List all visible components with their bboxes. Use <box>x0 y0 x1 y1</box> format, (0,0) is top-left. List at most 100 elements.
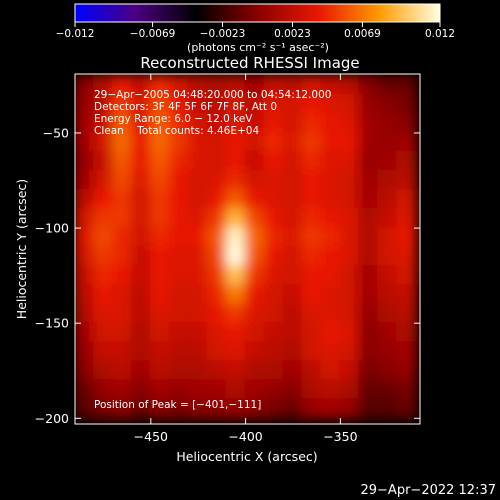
heatmap-cell <box>320 284 342 306</box>
heatmap-cell <box>320 208 342 230</box>
heatmap-cell <box>320 379 342 401</box>
heatmap-cell <box>358 341 380 363</box>
heatmap-cell <box>320 322 342 344</box>
colorbar-tick-label: −0.012 <box>56 28 95 40</box>
colorbar-tick-label: 0.0023 <box>274 28 311 40</box>
heatmap-cell <box>263 227 285 249</box>
heatmap-cell <box>187 360 209 382</box>
heatmap-cell <box>225 265 247 287</box>
heatmap-cell <box>111 131 133 153</box>
heatmap-cell <box>358 398 380 420</box>
heatmap-cell <box>244 398 266 420</box>
heatmap-cell <box>396 227 418 249</box>
heatmap-cell <box>130 360 152 382</box>
heatmap-cell <box>168 246 190 268</box>
heatmap-cell <box>339 74 361 96</box>
heatmap-cell <box>75 150 95 173</box>
heatmap-cell <box>358 74 380 96</box>
heatmap-cell <box>168 189 190 211</box>
heatmap-cell <box>149 112 171 134</box>
heatmap-cell <box>225 170 247 192</box>
heatmap-cell <box>92 227 114 249</box>
heatmap-cell <box>130 265 152 287</box>
heatmap-cell <box>282 322 304 344</box>
heatmap-cell <box>282 379 304 401</box>
heatmap-cell <box>358 150 380 173</box>
heatmap-cell <box>149 360 171 382</box>
heatmap-cell <box>396 284 418 306</box>
y-tick-label: −100 <box>35 221 69 236</box>
heatmap-cell <box>263 398 285 420</box>
heatmap-cell <box>339 341 361 363</box>
heatmap-cell <box>263 131 285 153</box>
heatmap-cell <box>244 265 266 287</box>
heatmap-cell <box>149 208 171 230</box>
heatmap-cell <box>187 74 209 96</box>
colorbar: −0.012 −0.0069 −0.0023 0.0023 0.0069 0.012 (p… <box>56 3 455 54</box>
heatmap-cell <box>244 112 266 134</box>
heatmap-cell <box>377 246 399 268</box>
heatmap-cell <box>320 341 342 363</box>
heatmap-cell <box>149 379 171 401</box>
heatmap-cell <box>92 74 114 96</box>
heatmap-cell <box>377 322 399 344</box>
heatmap-cell <box>75 189 95 211</box>
heatmap-cell <box>75 341 95 363</box>
heatmap-cell <box>206 189 228 211</box>
heatmap-cell <box>377 303 399 325</box>
heatmap-cell <box>130 322 152 344</box>
heatmap-cell <box>377 131 399 153</box>
heatmap-cell <box>225 150 247 173</box>
heatmap-cell <box>263 189 285 211</box>
heatmap-cell <box>206 379 228 401</box>
heatmap-cell <box>358 379 380 401</box>
heatmap-cell <box>187 189 209 211</box>
heatmap-cell <box>263 341 285 363</box>
heatmap-cell <box>301 322 323 344</box>
heatmap-cell <box>244 131 266 153</box>
heatmap-cell <box>225 208 247 230</box>
heatmap-cell <box>92 208 114 230</box>
heatmap-cell <box>187 341 209 363</box>
heatmap-cell <box>149 303 171 325</box>
heatmap-cell <box>282 170 304 192</box>
heatmap-cell <box>377 93 399 115</box>
heatmap-cell <box>130 131 152 153</box>
heatmap-cell <box>225 112 247 134</box>
heatmap-cell <box>75 131 95 153</box>
heatmap-cell <box>149 93 171 115</box>
heatmap-cell <box>282 131 304 153</box>
heatmap-cell <box>301 284 323 306</box>
heatmap-cell <box>320 74 342 96</box>
heatmap-cell <box>396 379 418 401</box>
heatmap-cell <box>244 284 266 306</box>
heatmap-cell <box>130 112 152 134</box>
heatmap-cell <box>111 208 133 230</box>
heatmap-cell <box>358 131 380 153</box>
heatmap-cell <box>377 360 399 382</box>
x-tick-label: −450 <box>134 429 168 444</box>
heatmap-cell <box>75 398 95 420</box>
heatmap-cell <box>320 131 342 153</box>
heatmap-cell <box>358 93 380 115</box>
heatmap-cell <box>377 284 399 306</box>
heatmap-cell <box>244 303 266 325</box>
heatmap-cell <box>111 74 133 96</box>
heatmap-cell <box>358 112 380 134</box>
heatmap-cell <box>168 112 190 134</box>
heatmap-cell <box>206 284 228 306</box>
heatmap-cell <box>301 112 323 134</box>
heatmap-cell <box>206 322 228 344</box>
heatmap-cell <box>225 246 247 268</box>
heatmap-cell <box>111 360 133 382</box>
y-tick-label: −200 <box>35 411 69 426</box>
x-axis-label: Heliocentric X (arcsec) <box>176 449 317 464</box>
heatmap-cell <box>130 227 152 249</box>
annotation-energy-range: Energy Range: 6.0 − 12.0 keV <box>94 113 253 125</box>
heatmap-cell <box>244 93 266 115</box>
heatmap-cell <box>377 208 399 230</box>
heatmap-cell <box>206 208 228 230</box>
heatmap-cell <box>301 341 323 363</box>
peak-position-label: Position of Peak = [−401,−111] <box>94 399 261 411</box>
colorbar-ticks: −0.012 −0.0069 −0.0023 0.0023 0.0069 0.012 <box>56 22 455 40</box>
